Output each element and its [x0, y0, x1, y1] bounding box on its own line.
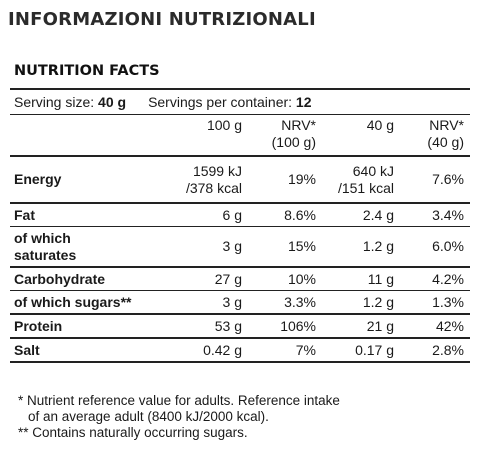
table-row-saturates: of which saturates 3 g 15% 1.2 g 6.0% — [10, 226, 470, 267]
column-header-row: 100 g NRV* (100 g) 40 g NRV* (40 g) — [10, 115, 470, 156]
table-row-carbohydrate: Carbohydrate 27 g 10% 11 g 4.2% — [10, 266, 470, 291]
value-per-100g: 1599 kJ/378 kcal — [160, 155, 248, 203]
value-per-40g: 1.2 g — [322, 290, 400, 314]
section-title: NUTRITION FACTS — [14, 63, 160, 79]
nrv-per-40g: 3.4% — [400, 202, 470, 227]
value-per-100g: 3 g — [160, 290, 248, 314]
header-nrv-40g: NRV* (40 g) — [427, 117, 464, 150]
row-label: Carbohydrate — [10, 266, 160, 291]
nrv-per-100g: 19% — [248, 155, 322, 203]
table-row-protein: Protein 53 g 106% 21 g 42% — [10, 313, 470, 338]
value-per-100g: 3 g — [160, 226, 248, 267]
servings-per-container-label: Servings per container: — [148, 94, 296, 110]
footnotes: * Nutrient reference value for adults. R… — [18, 393, 340, 441]
nrv-footnote-line1: * Nutrient reference value for adults. R… — [18, 393, 340, 408]
nrv-per-40g: 2.8% — [400, 337, 470, 361]
serving-size-value: 40 g — [98, 94, 127, 110]
page-title: INFORMAZIONI NUTRIZIONALI — [8, 9, 316, 30]
value-per-40g: 11 g — [322, 266, 400, 291]
table-row-fat: Fat 6 g 8.6% 2.4 g 3.4% — [10, 202, 470, 227]
value-per-40g: 21 g — [322, 313, 400, 338]
nrv-per-100g: 7% — [248, 337, 322, 361]
table-row-sugars: of which sugars** 3 g 3.3% 1.2 g 1.3% — [10, 290, 470, 314]
serving-info: Serving size: 40 g Servings per container… — [10, 90, 470, 115]
nutrition-table: 100 g NRV* (100 g) 40 g NRV* (40 g) Energy… — [10, 115, 470, 361]
header-per-100g: 100 g — [206, 117, 242, 133]
nrv-per-100g: 106% — [248, 313, 322, 338]
value-per-40g: 640 kJ/151 kcal — [322, 155, 400, 203]
nrv-per-100g: 8.6% — [248, 202, 322, 227]
row-label: of which sugars** — [10, 290, 160, 314]
header-nrv-100g: NRV* (100 g) — [271, 117, 316, 150]
serving-size-label: Serving size: — [14, 94, 99, 110]
nrv-per-40g: 42% — [400, 313, 470, 338]
value-per-40g: 1.2 g — [322, 226, 400, 267]
sugars-footnote: ** Contains naturally occurring sugars. — [18, 425, 248, 440]
value-per-40g: 0.17 g — [322, 337, 400, 361]
row-label: of which saturates — [10, 226, 160, 267]
row-label: Protein — [10, 313, 160, 338]
value-per-100g: 6 g — [160, 202, 248, 227]
nrv-per-40g: 4.2% — [400, 266, 470, 291]
value-per-100g: 53 g — [160, 313, 248, 338]
header-per-40g: 40 g — [366, 117, 394, 133]
empty-header-cell — [10, 115, 160, 156]
nrv-footnote-line2: of an average adult (8400 kJ/2000 kcal). — [28, 409, 269, 424]
nrv-per-40g: 6.0% — [400, 226, 470, 267]
value-per-100g: 27 g — [160, 266, 248, 291]
row-label: Energy — [10, 155, 160, 203]
nrv-per-40g: 7.6% — [400, 155, 470, 203]
table-row-salt: Salt 0.42 g 7% 0.17 g 2.8% — [10, 337, 470, 361]
nutrition-facts-panel: Serving size: 40 g Servings per container… — [10, 88, 470, 363]
value-per-100g: 0.42 g — [160, 337, 248, 361]
table-row-energy: Energy 1599 kJ/378 kcal 19% 640 kJ/151 k… — [10, 155, 470, 203]
nrv-per-100g: 10% — [248, 266, 322, 291]
value-per-40g: 2.4 g — [322, 202, 400, 227]
row-label: Fat — [10, 202, 160, 227]
row-label: Salt — [10, 337, 160, 361]
nrv-per-40g: 1.3% — [400, 290, 470, 314]
servings-per-container-value: 12 — [295, 94, 312, 110]
nrv-per-100g: 15% — [248, 226, 322, 267]
nrv-per-100g: 3.3% — [248, 290, 322, 314]
